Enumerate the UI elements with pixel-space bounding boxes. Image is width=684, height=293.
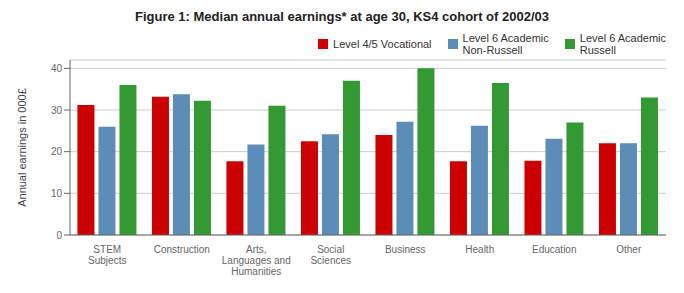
svg-text:Arts,Languages andHumanities: Arts,Languages andHumanities xyxy=(222,244,291,277)
html-text:Level 6 Academic Non-Russell: Level 6 Academic Non-Russell xyxy=(462,32,549,56)
html-text:Level 4/5 Vocational: Level 4/5 Vocational xyxy=(333,38,432,50)
svg-text:20: 20 xyxy=(51,146,63,157)
svg-text:Other: Other xyxy=(616,244,642,255)
svg-text:Annual earnings in 000£: Annual earnings in 000£ xyxy=(16,88,28,207)
svg-text:30: 30 xyxy=(51,105,63,116)
svg-text:SocialSciences: SocialSciences xyxy=(310,244,351,266)
svg-text:0: 0 xyxy=(56,230,62,241)
svg-text:Education: Education xyxy=(532,244,576,255)
svg-text:STEMSubjects: STEMSubjects xyxy=(88,244,126,266)
html-text:Level 6 Academic Russell: Level 6 Academic Russell xyxy=(579,32,666,56)
html-text:Figure 1: Median annual earnin: Figure 1: Median annual earnings* at age… xyxy=(135,9,549,24)
svg-text:Health: Health xyxy=(465,244,494,255)
svg-text:40: 40 xyxy=(51,63,63,74)
svg-text:10: 10 xyxy=(51,188,63,199)
svg-text:Business: Business xyxy=(385,244,426,255)
svg-text:Construction: Construction xyxy=(154,244,210,255)
